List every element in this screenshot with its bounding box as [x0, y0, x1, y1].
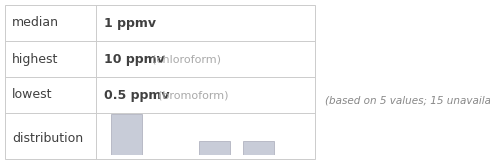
Text: median: median — [12, 17, 59, 29]
Text: (chloroform): (chloroform) — [152, 54, 221, 64]
Text: distribution: distribution — [12, 132, 83, 145]
Bar — [111, 114, 142, 155]
Text: 10 ppmv: 10 ppmv — [104, 52, 165, 65]
Text: 0.5 ppmv: 0.5 ppmv — [104, 88, 170, 102]
Bar — [243, 141, 274, 155]
Bar — [5, 5, 315, 159]
Text: lowest: lowest — [12, 88, 52, 102]
Text: (based on 5 values; 15 unavailable): (based on 5 values; 15 unavailable) — [325, 95, 490, 105]
Bar — [199, 141, 230, 155]
Text: highest: highest — [12, 52, 58, 65]
Text: 1 ppmv: 1 ppmv — [104, 17, 156, 29]
Text: (bromoform): (bromoform) — [158, 90, 229, 100]
